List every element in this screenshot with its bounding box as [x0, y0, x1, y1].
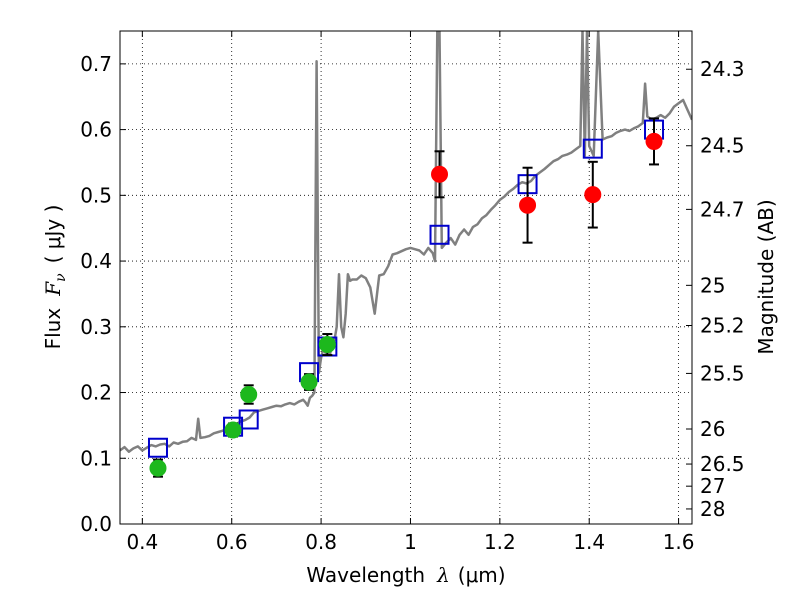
x-tick-label: 0.4: [126, 530, 158, 554]
y-tick-label: 0.7: [80, 52, 112, 76]
plot-layer: [120, 31, 692, 478]
y2-tick-label: 24.5: [700, 134, 745, 158]
x-tick-label: 1.2: [484, 530, 516, 554]
y2-tick-label: 24.3: [700, 57, 745, 81]
plot-frame: [119, 30, 693, 525]
y2-tick-label: 27: [700, 474, 725, 498]
y-axis-label-subscript: ν: [53, 273, 69, 282]
y-axis-label-unit: ( μJy ): [41, 205, 65, 264]
data-point: [240, 386, 258, 404]
y-tick-label: 0.6: [80, 118, 112, 142]
y-axis-label-prefix: Flux: [41, 308, 65, 350]
x-tick-label: 1.6: [663, 530, 695, 554]
y2-tick-label: 25: [700, 273, 725, 297]
x-tick-label: 1.4: [573, 530, 605, 554]
data-point: [149, 459, 167, 477]
x-axis-label-unit: (μm): [458, 563, 506, 587]
x-axis-label-symbol: λ: [436, 563, 450, 587]
y-tick-label: 0.2: [80, 381, 112, 405]
data-point: [645, 132, 663, 150]
model-box-marker: [238, 409, 259, 430]
y-tick-label: 0.5: [80, 183, 112, 207]
data-point: [431, 165, 449, 183]
y-tick-label: 0.1: [80, 446, 112, 470]
y-axis-label-symbol: F: [41, 281, 65, 297]
y2-tick-label: 25.5: [700, 361, 745, 385]
data-point: [519, 196, 537, 214]
x-axis-label: Wavelength λ (μm): [306, 563, 505, 587]
y2-tick-label: 24.7: [700, 197, 745, 221]
y-tick-label: 0.3: [80, 315, 112, 339]
y2-tick-label: 26: [700, 417, 725, 441]
y2-axis-label: Magnitude (AB): [754, 199, 778, 354]
y2-tick-label: 26.5: [700, 452, 745, 476]
data-point: [584, 186, 602, 204]
model-box-marker: [147, 437, 168, 458]
x-tick-label: 0.6: [216, 530, 248, 554]
y-tick-label: 0.0: [80, 512, 112, 536]
x-axis-label-prefix: Wavelength: [306, 563, 425, 587]
data-point: [318, 336, 336, 354]
y2-tick-label: 28: [700, 497, 725, 521]
x-tick-label: 0.8: [305, 530, 337, 554]
data-point: [300, 373, 318, 391]
data-point: [224, 421, 242, 439]
model-box-marker: [429, 224, 450, 245]
model-box-marker: [582, 138, 603, 159]
x-tick-label: 1: [404, 530, 417, 554]
ticks-layer: 0.4 0.6 0.8 1 1.2 1.4 1.6 0.0 0.1 0.2 0.3 0.4 0.5 0.6…: [80, 31, 745, 554]
y2-tick-label: 25.2: [700, 313, 745, 337]
y-axis-label: Flux Fν ( μJy ): [41, 205, 69, 350]
y-tick-label: 0.4: [80, 249, 112, 273]
